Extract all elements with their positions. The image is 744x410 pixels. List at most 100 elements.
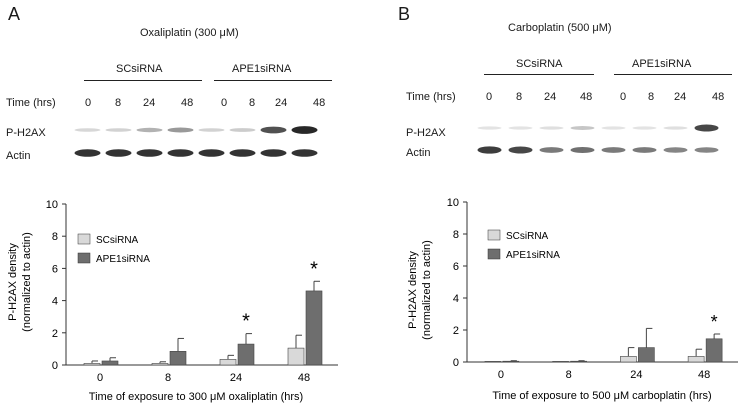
time-24-ape: 24: [674, 91, 687, 103]
bar-scsirna: [552, 361, 569, 363]
bar-chart: P-H2AX density (normalized to actin) Tim…: [407, 197, 738, 402]
legend-swatch-ape1sirna: [487, 248, 501, 260]
band-ph2ax: [632, 126, 657, 130]
row-label-actin: Actin: [406, 147, 431, 159]
x-tick-label: 8: [566, 369, 572, 381]
time-0-sc: 0: [85, 97, 92, 109]
legend-label-scsirna: SCsiRNA: [506, 231, 549, 242]
band-ph2ax: [539, 126, 564, 130]
band-actin: [74, 149, 101, 157]
legend: SCsiRNA APE1siRNA: [487, 229, 560, 261]
band-ph2ax: [508, 126, 533, 130]
time-8-ape: 8: [648, 91, 655, 103]
time-8-sc: 8: [115, 97, 122, 109]
significance-marker: *: [711, 312, 718, 332]
bar-chart: P-H2AX density (normalized to actin) Tim…: [7, 199, 338, 403]
band-ph2ax: [601, 126, 626, 130]
y-tick-label: 0: [52, 360, 58, 372]
band-ph2ax: [694, 124, 719, 132]
legend-label-ape1sirna: APE1siRNA: [96, 254, 150, 265]
time-24-sc: 24: [544, 91, 557, 103]
bar-ape1sirna: [169, 351, 187, 366]
band-ph2ax: [136, 127, 163, 133]
band-ph2ax: [570, 126, 595, 130]
significance-marker: *: [242, 311, 250, 333]
y-tick-label: 10: [447, 197, 459, 209]
x-tick-label: 0: [498, 369, 504, 381]
band-ph2ax: [74, 128, 101, 132]
band-actin: [694, 147, 719, 153]
bar-scsirna: [687, 356, 705, 363]
bar-scsirna: [484, 361, 502, 363]
band-actin: [105, 149, 132, 157]
legend-swatch-scsirna: [77, 233, 91, 245]
bar-ape1sirna: [705, 338, 723, 363]
band-actin: [663, 147, 688, 153]
bar-ape1sirna: [305, 290, 323, 366]
western-blot: [477, 124, 719, 154]
band-actin: [570, 147, 595, 153]
y-tick-label: 2: [52, 328, 58, 340]
band-actin: [508, 146, 533, 154]
band-ph2ax: [477, 126, 502, 130]
y-axis-title: P-H2AX density: [407, 251, 419, 329]
panel-b: B Carboplatin (500 μM) SCsiRNA APE1siRNA…: [372, 0, 744, 410]
time-0-ape: 0: [620, 91, 627, 103]
group-line-scsirna: [484, 74, 594, 75]
y-tick-label: 6: [453, 261, 459, 273]
time-label: Time (hrs): [6, 97, 56, 109]
group-label-ape1sirna: APE1siRNA: [632, 58, 692, 70]
y-tick-label: 8: [453, 229, 459, 241]
time-48-sc: 48: [181, 97, 194, 109]
bar-scsirna: [287, 347, 305, 366]
bar-ape1sirna: [570, 360, 587, 363]
y-tick-label: 4: [453, 293, 459, 305]
x-axis-title: Time of exposure to 500 μM carboplatin (…: [492, 390, 711, 402]
group-label-scsirna: SCsiRNA: [516, 58, 563, 70]
band-actin: [260, 149, 287, 157]
y-tick-label: 8: [52, 231, 58, 243]
group-line-ape1sirna: [214, 80, 332, 81]
band-ph2ax: [105, 128, 132, 132]
band-ph2ax: [229, 128, 256, 132]
group-line-scsirna: [84, 80, 202, 81]
panel-letter: A: [8, 4, 21, 24]
band-actin: [291, 149, 318, 157]
row-label-ph2ax: P-H2AX: [406, 127, 446, 139]
time-24-sc: 24: [143, 97, 156, 109]
legend-label-ape1sirna: APE1siRNA: [506, 250, 560, 261]
x-tick-label: 0: [97, 372, 103, 384]
x-axis-title: Time of exposure to 300 μM oxaliplatin (…: [89, 391, 303, 403]
time-8-sc: 8: [516, 91, 523, 103]
band-actin: [229, 149, 256, 157]
bar-ape1sirna: [502, 360, 520, 363]
x-tick-label: 8: [165, 372, 171, 384]
panel-letter: B: [398, 4, 411, 24]
x-tick-label: 24: [630, 369, 642, 381]
significance-marker: *: [310, 258, 318, 280]
y-tick-label: 6: [52, 263, 58, 275]
x-tick-label: 48: [698, 369, 710, 381]
legend-swatch-ape1sirna: [77, 252, 91, 264]
y-tick-label: 10: [46, 199, 58, 211]
panel-a: A Oxaliplatin (300 μM) SCsiRNA APE1siRNA…: [6, 4, 338, 403]
band-actin: [198, 149, 225, 157]
band-actin: [601, 147, 626, 153]
time-48-ape: 48: [313, 97, 326, 109]
band-ph2ax: [291, 126, 318, 134]
band-actin: [539, 147, 564, 153]
time-0-ape: 0: [221, 97, 228, 109]
bar-ape1sirna: [638, 347, 655, 363]
y-axis-title: (normalized to actin): [21, 232, 33, 332]
band-actin: [136, 149, 163, 157]
x-tick-label: 48: [298, 372, 310, 384]
bar-scsirna: [620, 356, 637, 363]
row-label-actin: Actin: [6, 150, 31, 162]
bar-ape1sirna: [101, 360, 119, 366]
time-0-sc: 0: [486, 91, 493, 103]
y-axis-title: P-H2AX density: [7, 243, 19, 321]
time-8-ape: 8: [249, 97, 256, 109]
x-tick-label: 24: [230, 372, 242, 384]
y-axis-title: (normalized to actin): [421, 240, 433, 340]
band-ph2ax: [167, 127, 194, 133]
